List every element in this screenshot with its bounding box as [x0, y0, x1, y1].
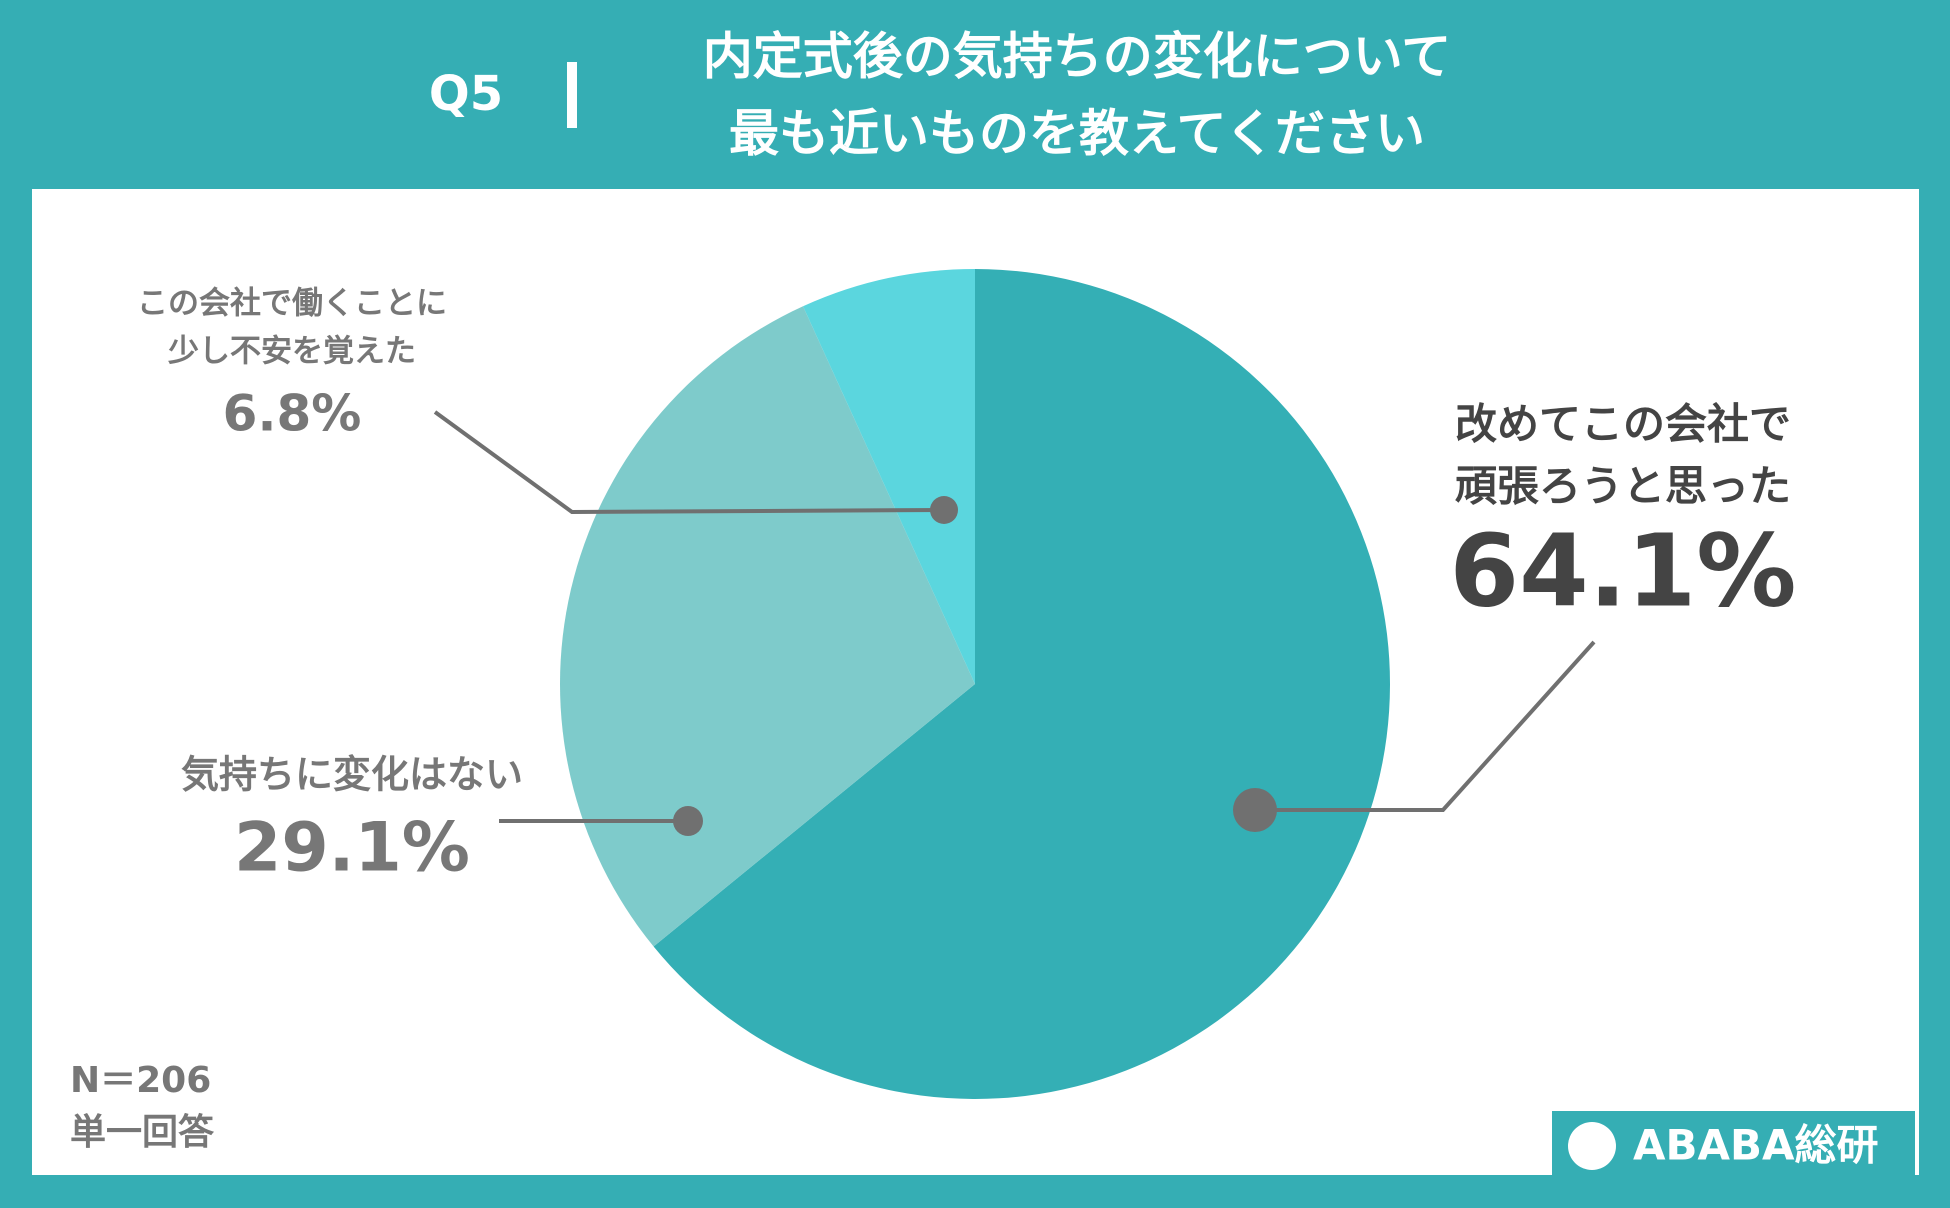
logo-icon	[1568, 1122, 1616, 1170]
title: 内定式後の気持ちの変化について	[703, 28, 1452, 86]
note: 単一回答	[70, 1112, 215, 1153]
slice-label: 頑張ろうと思った	[1455, 462, 1791, 511]
leader-dot	[930, 496, 958, 524]
pie-slice	[803, 269, 975, 684]
slice-label: 気持ちに変化はない	[181, 753, 523, 797]
leader-dot	[1233, 788, 1277, 832]
value-label: 29.1%	[234, 809, 470, 888]
leader-dot	[673, 806, 703, 836]
separator	[567, 62, 577, 128]
question-number: Q5	[429, 66, 503, 122]
logo: ABABA総研	[1633, 1121, 1879, 1170]
pie-slice	[560, 306, 975, 947]
pie-slice	[653, 269, 1391, 1099]
slice-label: 少し不安を覚えた	[168, 334, 416, 370]
value-label: 64.1%	[1450, 512, 1797, 629]
leader-line	[433, 410, 945, 515]
title: 最も近いものを教えてください	[729, 105, 1425, 163]
leader-line	[1255, 640, 1596, 812]
note: N＝206	[70, 1060, 211, 1101]
slice-label: 改めてこの会社で	[1455, 400, 1791, 449]
slice-label: この会社で働くことに	[137, 286, 447, 322]
value-label: 6.8%	[223, 385, 362, 443]
